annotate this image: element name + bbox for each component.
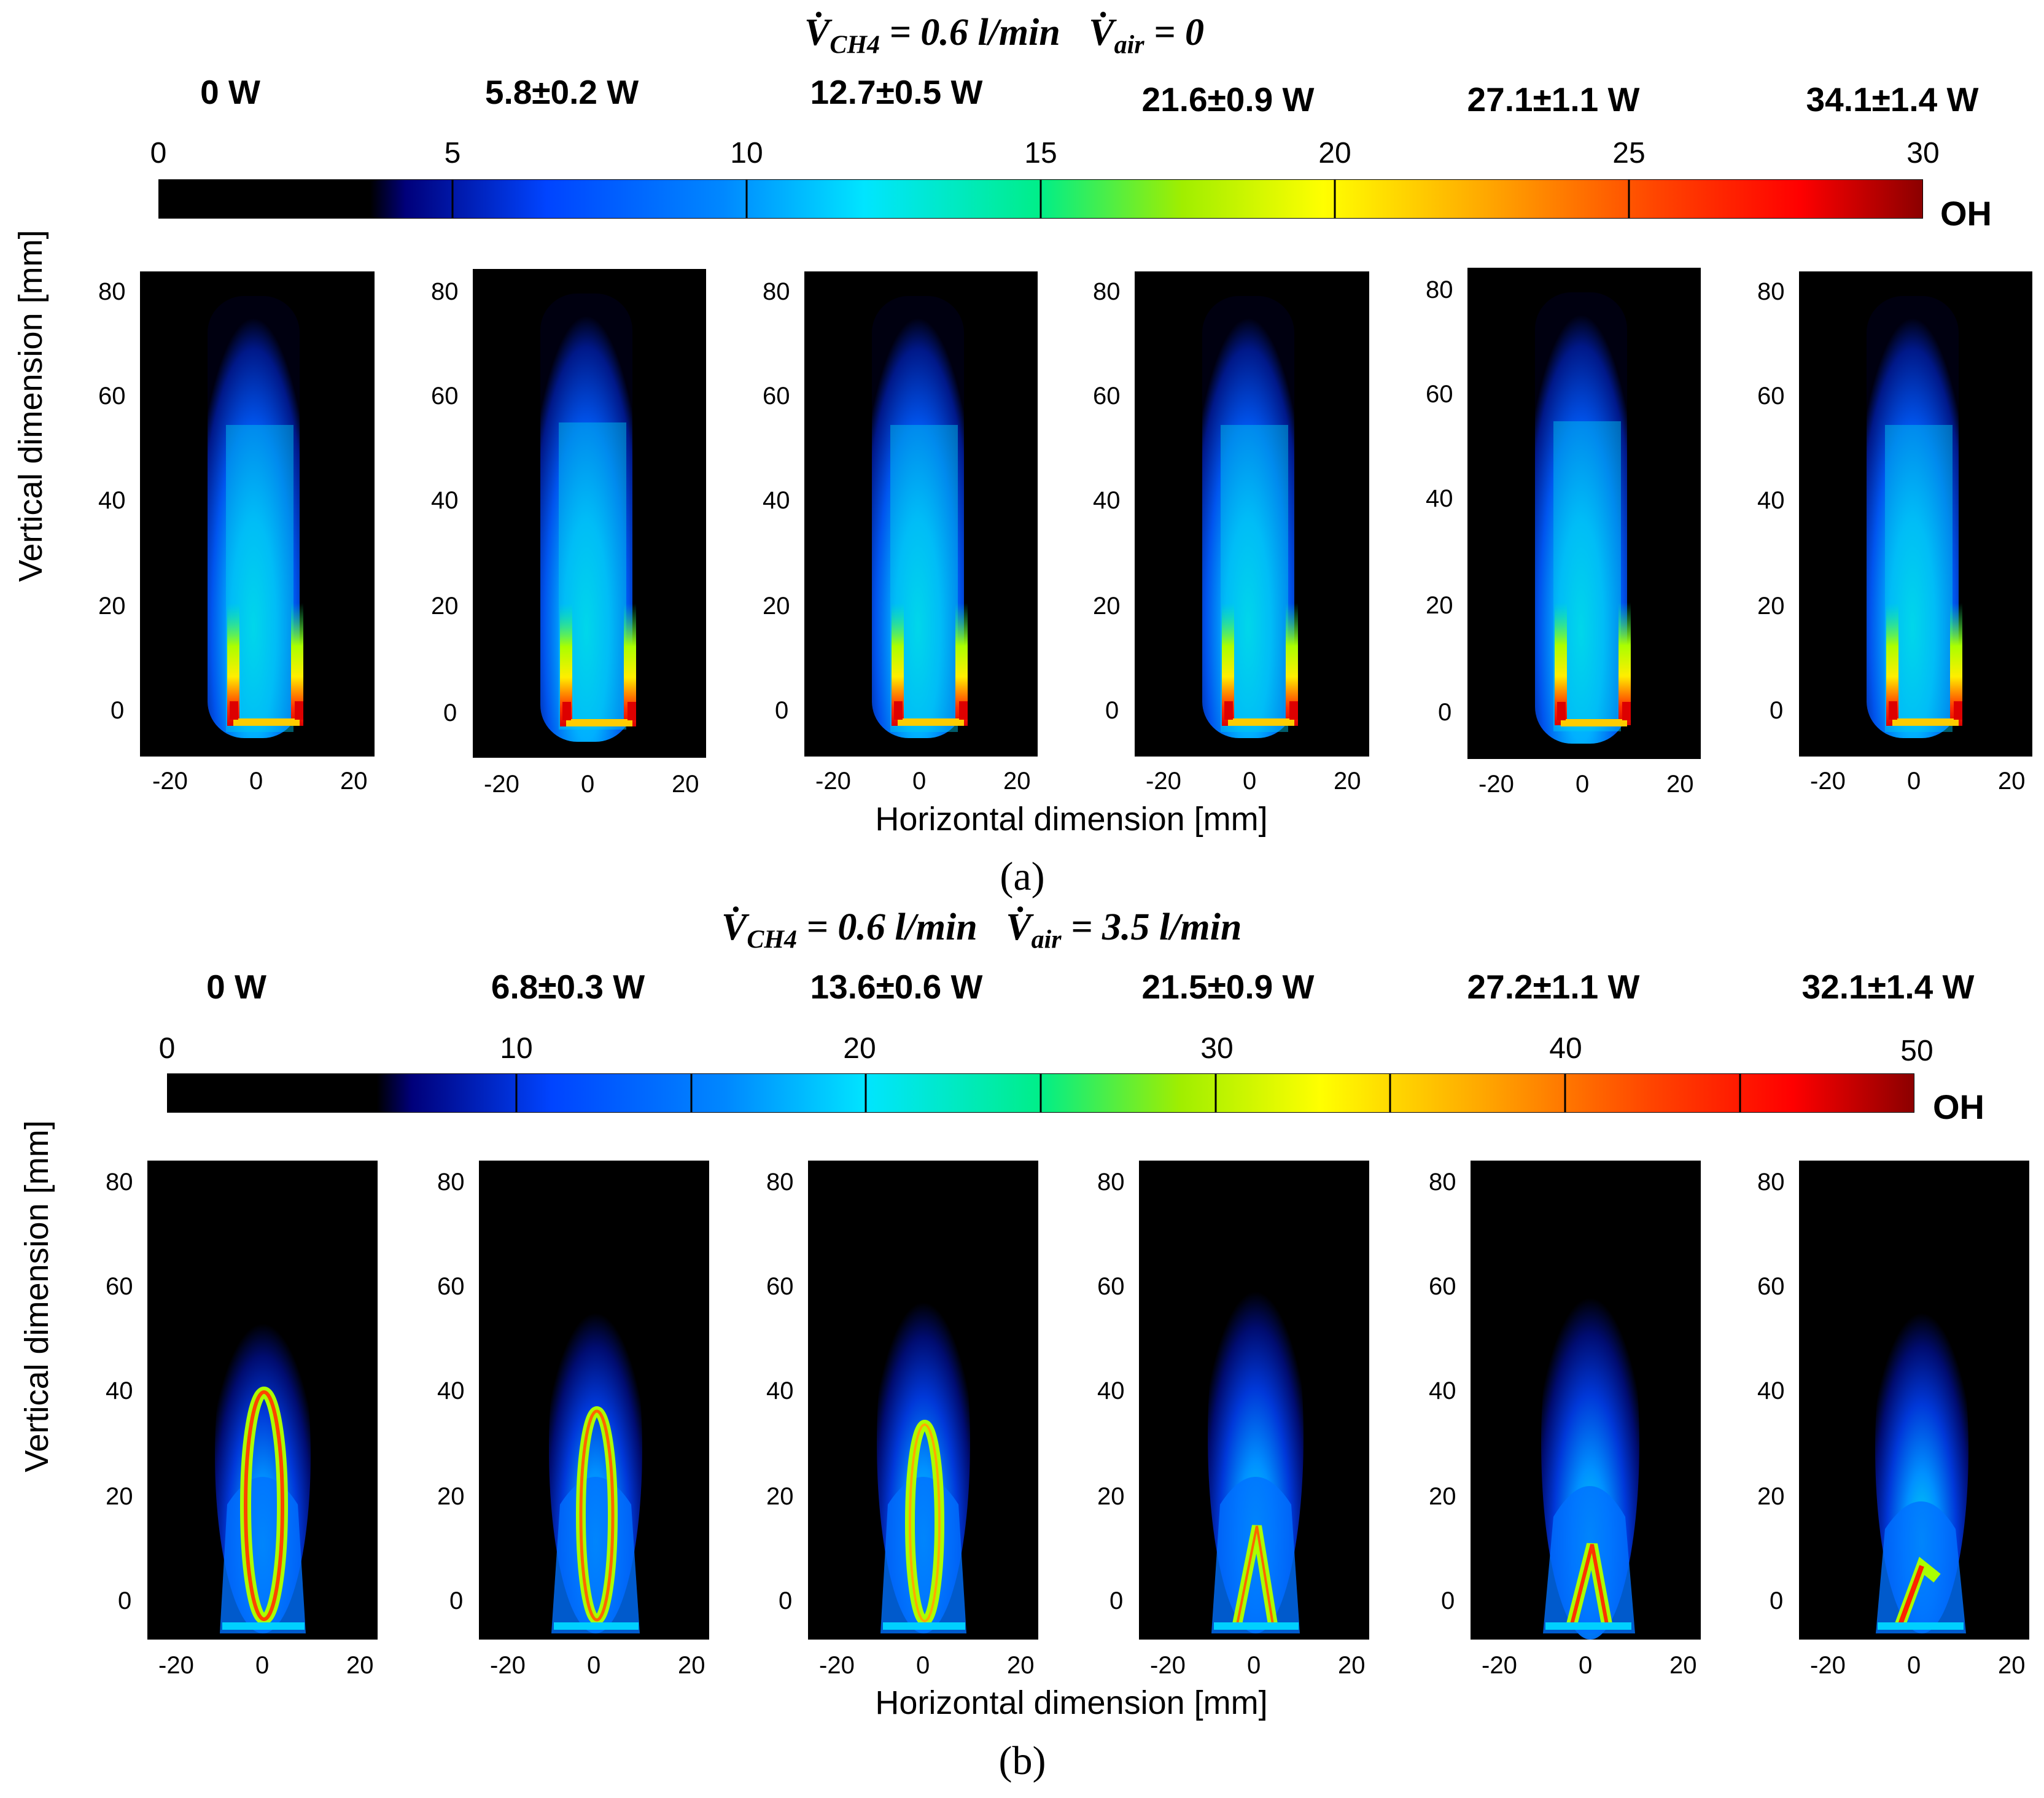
- oh-image-a3: [804, 271, 1038, 757]
- power-label: 21.6±0.9 W: [1141, 80, 1315, 119]
- power-label: 27.2±1.1 W: [1467, 968, 1640, 1006]
- power-label: 0 W: [200, 73, 260, 111]
- y-axis-label: Vertical dimension [mm]: [18, 1120, 55, 1473]
- colorbar-tick: 15: [1024, 137, 1057, 169]
- oh-image-b3: [808, 1161, 1038, 1640]
- colorbar-tick: 10: [730, 137, 763, 169]
- colorbar-tick: 0: [150, 137, 167, 169]
- power-label: 32.1±1.4 W: [1801, 968, 1975, 1006]
- power-label: 34.1±1.4 W: [1806, 80, 1979, 119]
- colorbar-tick: 20: [1318, 137, 1351, 169]
- power-label: 0 W: [206, 968, 266, 1006]
- colorbar-tick: 30: [1906, 137, 1940, 169]
- power-label: 5.8±0.2 W: [484, 73, 639, 111]
- panel-b-plots: [147, 1161, 2029, 1640]
- power-label: 6.8±0.3 W: [491, 968, 645, 1006]
- power-label: 12.7±0.5 W: [810, 73, 983, 111]
- oh-image-b5: [1471, 1161, 1701, 1640]
- colorbar-tick: 25: [1612, 137, 1646, 169]
- x-axis-label: Horizontal dimension [mm]: [875, 1684, 1268, 1721]
- power-label: 27.1±1.1 W: [1467, 80, 1640, 119]
- oh-image-b2: [479, 1161, 709, 1640]
- oh-image-a5: [1467, 268, 1701, 759]
- colorbar-tick: 10: [500, 1032, 533, 1065]
- oh-image-b6: [1799, 1161, 2029, 1640]
- panel-b-condition: V̇CH4 = 0.6 l/min V̇air = 3.5 l/min: [721, 906, 1242, 954]
- colorbar-tick: 20: [843, 1032, 876, 1065]
- y-axis-label: Vertical dimension [mm]: [12, 230, 49, 582]
- colorbar-b-quantity: OH: [1933, 1088, 1984, 1126]
- panel-a-condition: V̇CH4 = 0.6 l/min V̇air = 0: [804, 12, 1204, 60]
- colorbar-tick: 30: [1200, 1032, 1234, 1065]
- oh-image-a6: [1799, 271, 2032, 757]
- power-label: 21.5±0.9 W: [1141, 968, 1315, 1006]
- colorbar-a: [158, 179, 1923, 219]
- panel-a-plots: [140, 268, 2032, 759]
- colorbar-a-quantity: OH: [1940, 194, 1992, 233]
- oh-image-a1: [140, 271, 375, 757]
- oh-image-b4: [1139, 1161, 1369, 1640]
- colorbar-b-ticklabels: 0 10 20 30 40 50: [0, 1032, 2044, 1068]
- colorbar-tick: 40: [1549, 1032, 1582, 1065]
- oh-image-a2: [473, 269, 706, 758]
- colorbar-tick: 0: [158, 1032, 176, 1065]
- colorbar-b: [167, 1073, 1914, 1113]
- oh-image-b1: [147, 1161, 378, 1640]
- colorbar-tick: 5: [444, 137, 461, 169]
- panel-label: (b): [998, 1738, 1046, 1783]
- panel-label: (a): [1000, 854, 1045, 899]
- colorbar-a-ticklabels: 0 5 10 15 20 25 30: [0, 136, 2044, 173]
- colorbar-tick: 50: [1900, 1035, 1933, 1067]
- power-label: 13.6±0.6 W: [810, 968, 983, 1006]
- oh-image-a4: [1135, 271, 1369, 757]
- x-axis-label: Horizontal dimension [mm]: [875, 801, 1268, 838]
